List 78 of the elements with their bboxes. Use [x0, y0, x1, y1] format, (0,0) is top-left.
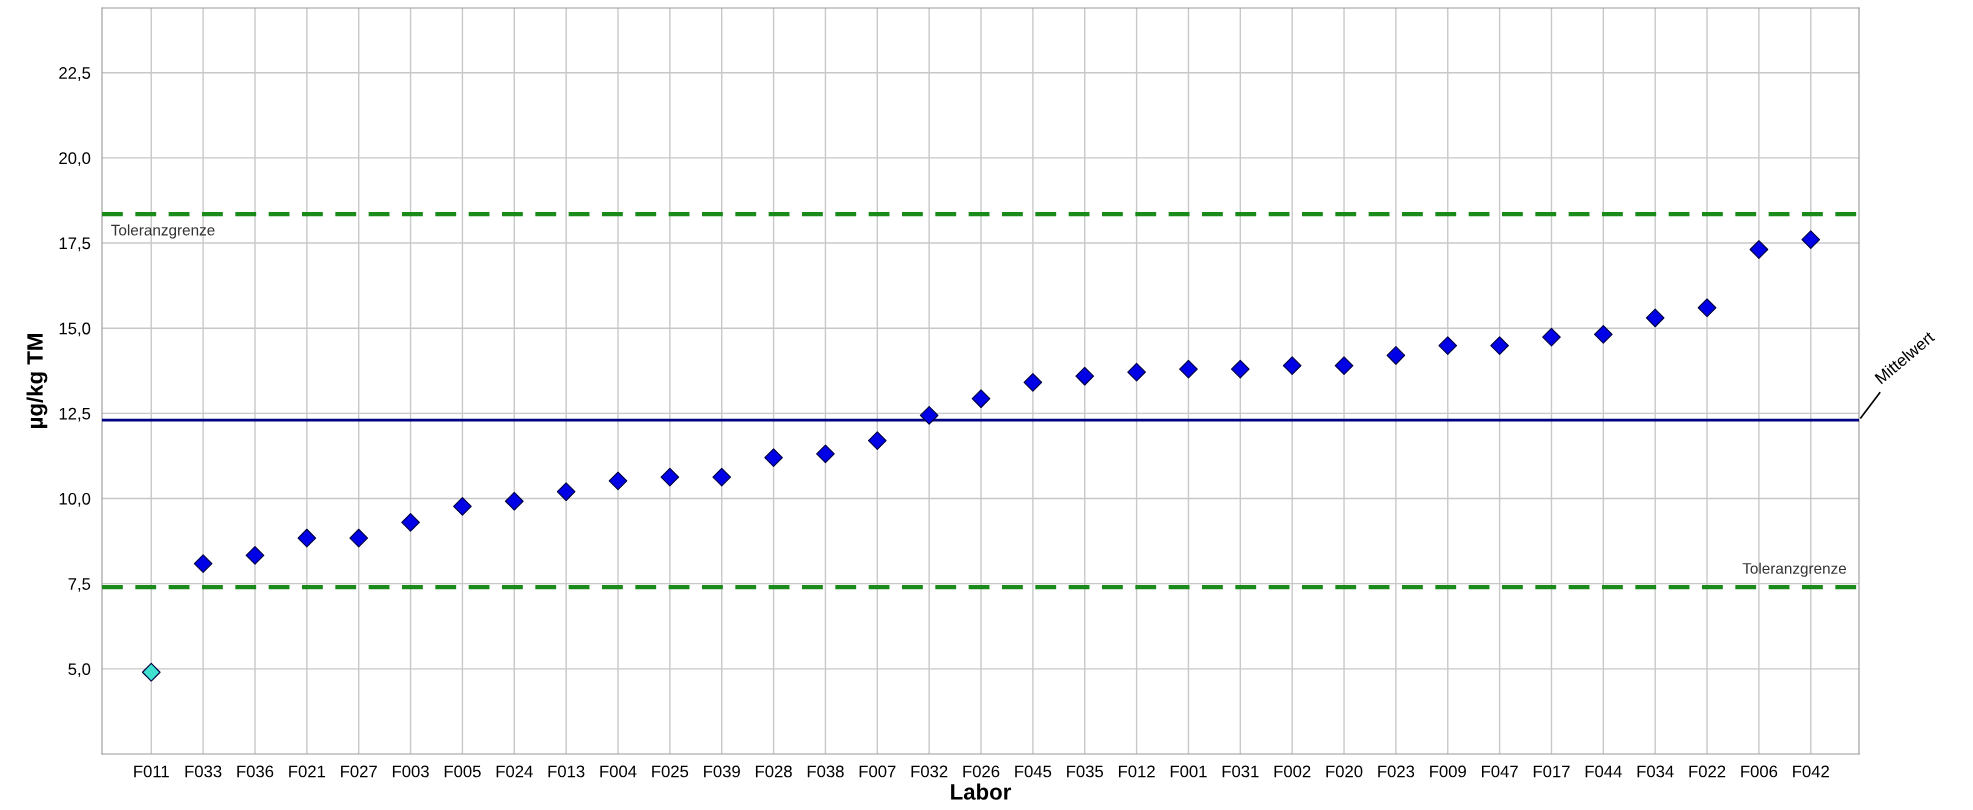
point [193, 554, 213, 573]
point [349, 528, 369, 548]
x-tick-label: F001 [1170, 765, 1207, 778]
y-tick-label: 12,5 [59, 407, 91, 422]
point [1593, 324, 1613, 344]
x-tick-label: F034 [1637, 765, 1674, 778]
point [245, 546, 265, 565]
x-tick-label: F017 [1533, 765, 1570, 778]
x-tick-label: F035 [1067, 765, 1104, 778]
point [1127, 362, 1146, 382]
point [504, 491, 524, 511]
point [1438, 336, 1458, 355]
x-tick-label: F025 [652, 765, 689, 778]
x-tick-label: F039 [704, 765, 740, 778]
x-tick-label: F023 [1378, 765, 1415, 778]
y-tick-label: 22,5 [59, 67, 91, 81]
y-tick-label: 17,5 [59, 237, 91, 252]
point [1334, 356, 1354, 376]
x-tick-label: F013 [548, 765, 585, 778]
point [1645, 308, 1665, 328]
x-tick-label: F045 [1015, 765, 1052, 778]
x-tick-label: F007 [859, 765, 896, 778]
x-tick-label: F003 [392, 765, 429, 778]
y-tick-label: 15,0 [59, 322, 91, 337]
x-tick-label: F032 [911, 765, 948, 778]
x-tick-label: F036 [237, 765, 274, 778]
point [1179, 359, 1198, 379]
point [764, 448, 783, 467]
point [712, 467, 732, 487]
y-tick-label: 7,5 [68, 578, 91, 592]
point [453, 497, 472, 516]
point [297, 528, 317, 548]
point [1801, 230, 1821, 249]
x-tick-label: F047 [1481, 765, 1518, 778]
point [1386, 346, 1406, 365]
point [1282, 356, 1302, 376]
point [919, 406, 939, 425]
x-tick-label: F028 [755, 765, 792, 778]
x-tick-label: F002 [1274, 765, 1311, 778]
y-tick-label: 20,0 [59, 152, 91, 167]
x-tick-label: F009 [1430, 765, 1466, 778]
x-tick-label: F011 [134, 765, 169, 778]
point [1490, 336, 1509, 355]
point [1075, 366, 1095, 386]
point [556, 482, 576, 502]
y-tick-label: 5,0 [68, 663, 91, 678]
x-tick-label: F006 [1741, 765, 1778, 778]
ref-line-label: Toleranzgrenze [1742, 562, 1847, 577]
y-tick-label: 10,0 [59, 492, 91, 507]
x-tick-label: F031 [1222, 765, 1259, 778]
point [141, 662, 161, 682]
point [971, 389, 991, 409]
x-tick-label: F024 [496, 765, 533, 778]
y-axis-title: µg/kg TM [26, 334, 48, 428]
x-tick-label: F021 [289, 765, 326, 778]
x-tick-label: F020 [1326, 765, 1363, 778]
point [816, 444, 835, 464]
point [1230, 359, 1250, 379]
point [1023, 373, 1043, 392]
x-axis-title: Labor [951, 783, 1012, 800]
point [660, 467, 680, 487]
point [1749, 240, 1769, 259]
point [608, 471, 628, 491]
point [867, 431, 887, 450]
x-tick-label: F044 [1585, 765, 1622, 778]
x-tick-label: F022 [1689, 765, 1726, 778]
x-tick-label: F004 [600, 765, 637, 778]
point [1697, 298, 1717, 318]
point [401, 513, 420, 532]
ref-line-label: Toleranzgrenze [111, 224, 215, 239]
x-tick-label: F005 [444, 765, 481, 778]
x-tick-label: F026 [963, 765, 1000, 778]
x-tick-label: F012 [1118, 765, 1155, 778]
x-tick-label: F027 [341, 765, 377, 778]
point [1542, 327, 1561, 347]
x-tick-label: F038 [807, 765, 844, 778]
x-tick-label: F033 [185, 765, 222, 778]
x-tick-label: F042 [1793, 765, 1829, 778]
